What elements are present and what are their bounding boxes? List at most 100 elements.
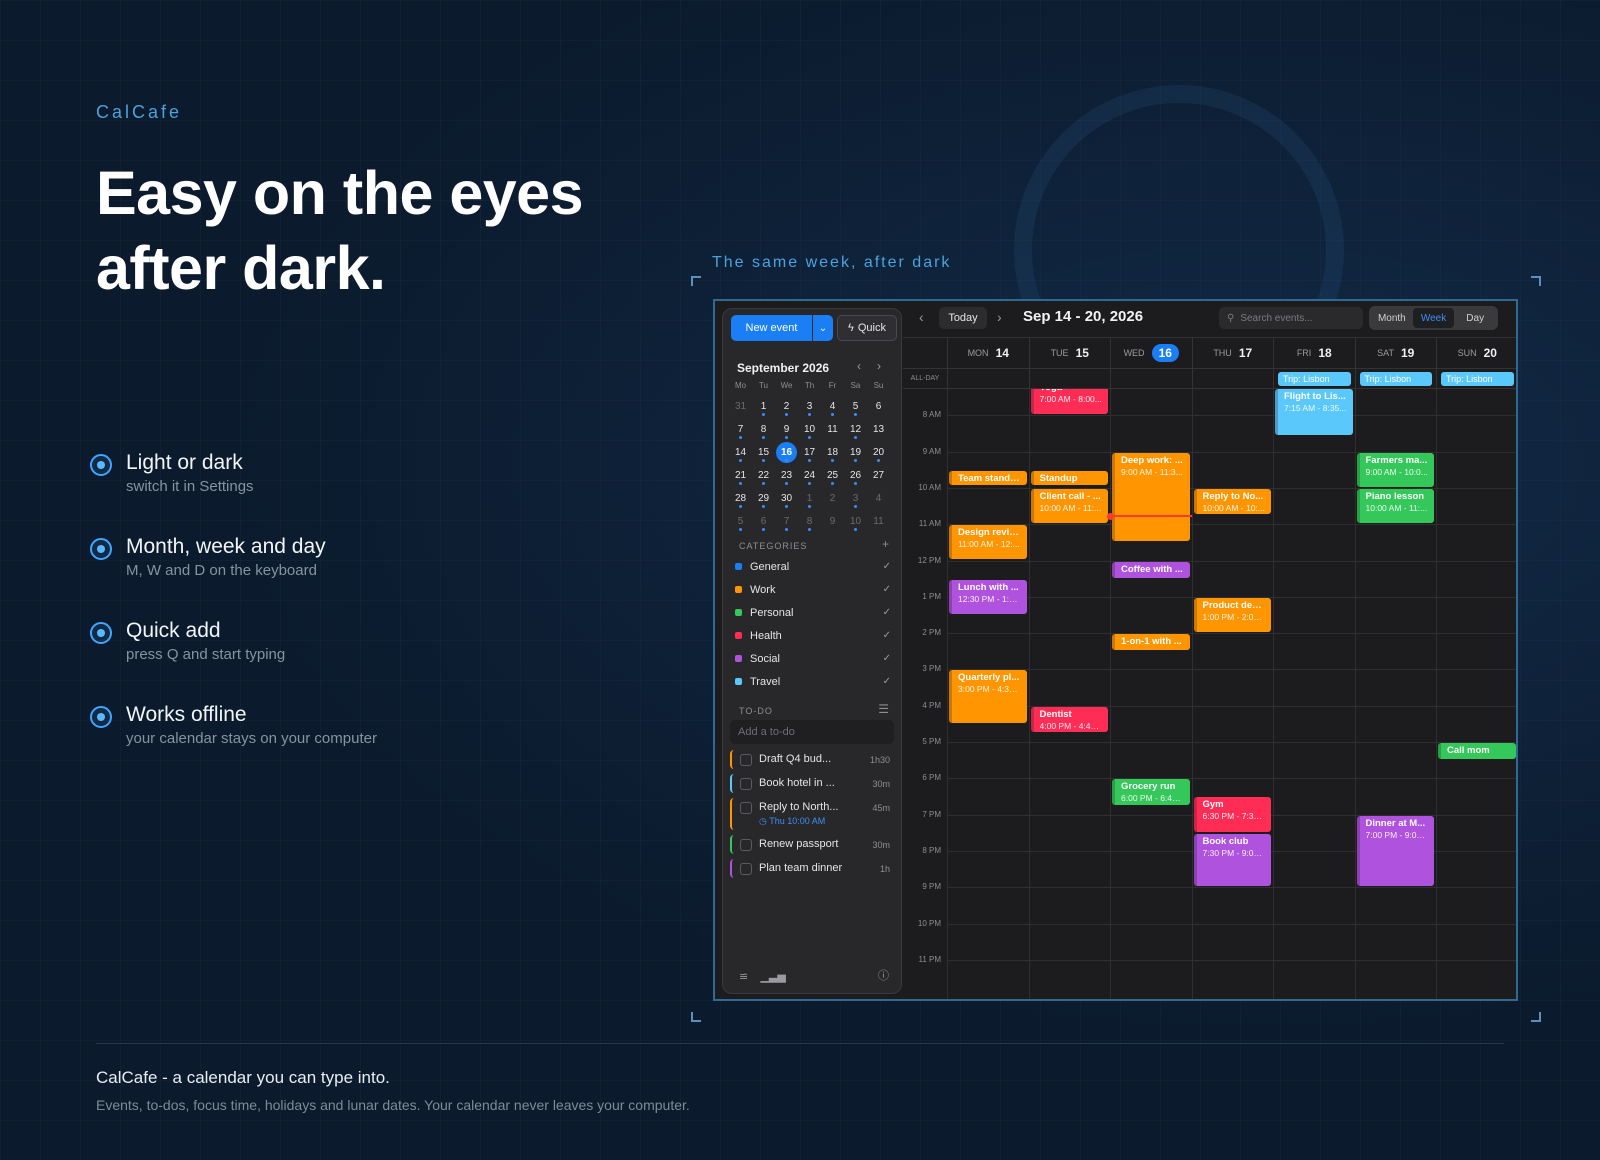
mini-calendar-day[interactable]: 17 [798, 441, 821, 464]
mini-calendar-day[interactable]: 28 [729, 487, 752, 510]
todo-checkbox[interactable] [740, 754, 752, 766]
mini-calendar-day[interactable]: 19 [844, 441, 867, 464]
category-item[interactable]: Personal ✓ [735, 601, 891, 624]
calendar-event[interactable]: Deep work: ... 9:00 AM - 11:3... [1112, 452, 1190, 542]
calendar-event[interactable]: Grocery run 6:00 PM - 6:45... [1112, 779, 1190, 805]
mini-calendar-day[interactable]: 16 [775, 441, 798, 464]
all-day-cell[interactable] [1028, 369, 1111, 388]
mini-calendar-day[interactable]: 6 [867, 395, 890, 418]
mini-calendar-day[interactable]: 26 [844, 464, 867, 487]
todo-item[interactable]: Reply to North... ◷ Thu 10:00 AM 45m [730, 798, 896, 830]
mini-calendar-day[interactable]: 27 [867, 464, 890, 487]
category-item[interactable]: Work ✓ [735, 578, 891, 601]
calendar-event[interactable]: Book club 7:30 PM - 9:00... [1193, 833, 1271, 887]
all-day-event[interactable]: Trip: Lisbon [1441, 372, 1514, 386]
checkmark-icon[interactable]: ✓ [882, 607, 891, 618]
day-header[interactable]: FRI 18 [1273, 338, 1355, 368]
day-header[interactable]: SAT 19 [1354, 338, 1437, 368]
calendar-event[interactable]: Quarterly pl... 3:00 PM - 4:30... [949, 670, 1027, 723]
mini-calendar-day[interactable]: 4 [867, 487, 890, 510]
mini-calendar-day[interactable]: 9 [821, 510, 844, 533]
mini-calendar-day[interactable]: 25 [821, 464, 844, 487]
mini-calendar-day[interactable]: 4 [821, 395, 844, 418]
todo-item[interactable]: Draft Q4 bud... 1h30 [730, 750, 896, 769]
mini-calendar-day[interactable]: 11 [867, 510, 890, 533]
mini-calendar-day[interactable]: 5 [844, 395, 867, 418]
calendar-event[interactable]: Standup [1030, 470, 1108, 485]
mini-calendar-day[interactable]: 14 [729, 441, 752, 464]
todo-checkbox[interactable] [740, 778, 752, 790]
mini-calendar-day[interactable]: 6 [752, 510, 775, 533]
mini-calendar-day[interactable]: 1 [752, 395, 775, 418]
mini-calendar-day[interactable]: 5 [729, 510, 752, 533]
mini-calendar-day[interactable]: 3 [798, 395, 821, 418]
mini-calendar-day[interactable]: 10 [844, 510, 867, 533]
mini-calendar-day[interactable]: 10 [798, 418, 821, 441]
day-header[interactable]: SUN 20 [1436, 338, 1516, 368]
mini-calendar-day[interactable]: 20 [867, 441, 890, 464]
mini-calendar-day[interactable]: 31 [729, 395, 752, 418]
calendar-event[interactable]: 1-on-1 with ... [1112, 634, 1190, 651]
todo-item[interactable]: Plan team dinner 1h [730, 859, 896, 878]
mini-calendar-day[interactable]: 1 [798, 487, 821, 510]
quick-add-button[interactable]: ϟ Quick [837, 315, 897, 341]
calendar-event[interactable]: Design review 11:00 AM - 12:... [949, 525, 1027, 560]
all-day-event[interactable]: Trip: Lisbon [1359, 372, 1432, 386]
all-day-cell[interactable] [1191, 369, 1274, 388]
calendar-event[interactable]: Client call - ... 10:00 AM - 11:... [1030, 488, 1108, 524]
day-header[interactable]: TUE 15 [1028, 338, 1111, 368]
todo-item[interactable]: Book hotel in ... 30m [730, 774, 896, 793]
add-category-icon[interactable]: + [881, 537, 889, 551]
view-day-button[interactable]: Day [1466, 312, 1485, 324]
search-input[interactable]: ⚲ Search events... [1219, 307, 1363, 329]
checkmark-icon[interactable]: ✓ [882, 584, 891, 595]
category-item[interactable]: Health ✓ [735, 624, 891, 647]
mini-calendar-day[interactable]: 7 [729, 418, 752, 441]
chevron-right-icon[interactable]: › [877, 359, 881, 373]
mini-calendar-day[interactable]: 8 [752, 418, 775, 441]
mini-calendar-day[interactable]: 15 [752, 441, 775, 464]
chevron-left-icon[interactable]: ‹ [857, 359, 861, 373]
all-day-cell[interactable] [947, 369, 1029, 388]
mini-calendar-day[interactable]: 21 [729, 464, 752, 487]
new-event-button[interactable]: New event [731, 315, 812, 341]
day-header[interactable]: MON 14 [947, 338, 1029, 368]
mini-calendar-day[interactable]: 3 [844, 487, 867, 510]
mini-calendar-day[interactable]: 30 [775, 487, 798, 510]
add-todo-input[interactable]: Add a to-do [730, 720, 894, 744]
list-icon[interactable]: ☰ [878, 702, 889, 716]
category-item[interactable]: Social ✓ [735, 647, 891, 670]
calendar-event[interactable]: Farmers ma... 9:00 AM - 10:0... [1356, 452, 1434, 487]
mini-calendar-day[interactable]: 7 [775, 510, 798, 533]
day-header[interactable]: THU 17 [1191, 338, 1274, 368]
calendar-event[interactable]: Dinner at M... 7:00 PM - 9:00... [1356, 815, 1434, 887]
next-week-icon[interactable]: › [997, 309, 1002, 325]
mini-calendar-day[interactable]: 12 [844, 418, 867, 441]
mini-calendar-day[interactable]: 2 [821, 487, 844, 510]
new-event-dropdown-button[interactable]: ⌄ [813, 315, 833, 341]
calendar-event[interactable]: Reply to No... 10:00 AM - 10:... [1193, 488, 1271, 515]
mini-calendar-day[interactable]: 11 [821, 418, 844, 441]
category-item[interactable]: Travel ✓ [735, 670, 891, 693]
calendar-event[interactable]: Call mom [1438, 743, 1516, 760]
checkmark-icon[interactable]: ✓ [882, 561, 891, 572]
mini-calendar-day[interactable]: 24 [798, 464, 821, 487]
mini-calendar-day[interactable]: 29 [752, 487, 775, 510]
checkmark-icon[interactable]: ✓ [882, 676, 891, 687]
mini-calendar-day[interactable]: 8 [798, 510, 821, 533]
mini-calendar-day[interactable]: 23 [775, 464, 798, 487]
todo-checkbox[interactable] [740, 802, 752, 814]
calendar-event[interactable]: Product demo 1:00 PM - 2:00... [1193, 597, 1271, 633]
today-button[interactable]: Today [939, 307, 987, 329]
stats-icon[interactable]: ▁▃▅ [760, 971, 786, 983]
sliders-icon[interactable]: ≌ [739, 971, 749, 983]
mini-calendar-day[interactable]: 13 [867, 418, 890, 441]
calendar-event[interactable]: Gym 6:30 PM - 7:30... [1193, 797, 1271, 832]
all-day-cell[interactable]: Trip: Lisbon [1436, 369, 1516, 388]
all-day-cell[interactable] [1110, 369, 1192, 388]
info-icon[interactable]: ⓘ [878, 970, 889, 982]
category-item[interactable]: General ✓ [735, 555, 891, 578]
calendar-event[interactable]: Piano lesson 10:00 AM - 11:... [1356, 488, 1434, 524]
todo-item[interactable]: Renew passport 30m [730, 835, 896, 854]
